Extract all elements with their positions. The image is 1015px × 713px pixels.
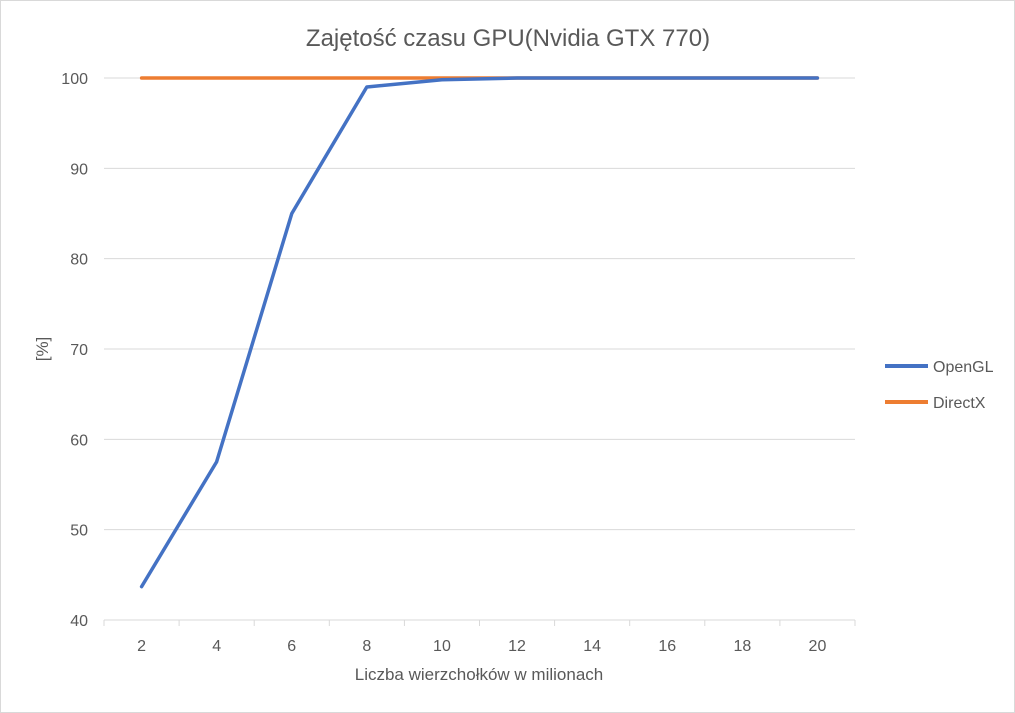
y-axis-label: [%] (33, 337, 52, 362)
series-line-opengl (139, 76, 820, 589)
series-lines (139, 76, 820, 589)
x-tick-label: 14 (583, 638, 601, 655)
y-tick-label: 50 (70, 523, 88, 540)
x-tick-label: 18 (733, 638, 751, 655)
x-tick-label: 4 (212, 638, 221, 655)
legend: OpenGL DirectX (885, 359, 994, 412)
x-axis-ticks: 2 4 6 8 10 12 14 16 18 20 (137, 638, 826, 655)
x-tick-label: 2 (137, 638, 146, 655)
x-tick-label: 20 (809, 638, 827, 655)
x-axis (103, 619, 856, 626)
y-tick-label: 80 (70, 252, 88, 269)
y-tick-label: 70 (70, 342, 88, 359)
y-tick-label: 100 (61, 71, 88, 88)
y-axis-ticks: 40 50 60 70 80 90 100 (61, 71, 88, 630)
x-tick-label: 16 (658, 638, 676, 655)
x-tick-label: 12 (508, 638, 526, 655)
y-tick-label: 60 (70, 432, 88, 449)
y-tick-label: 40 (70, 613, 88, 630)
legend-label-directx: DirectX (933, 395, 986, 412)
x-axis-label: Liczba wierzchołków w milionach (355, 665, 603, 684)
x-tick-label: 8 (362, 638, 371, 655)
chart-title: Zajętość czasu GPU(Nvidia GTX 770) (306, 25, 710, 52)
x-tick-label: 10 (433, 638, 451, 655)
legend-label-opengl: OpenGL (933, 359, 994, 376)
x-tick-label: 6 (287, 638, 296, 655)
y-tick-label: 90 (70, 161, 88, 178)
